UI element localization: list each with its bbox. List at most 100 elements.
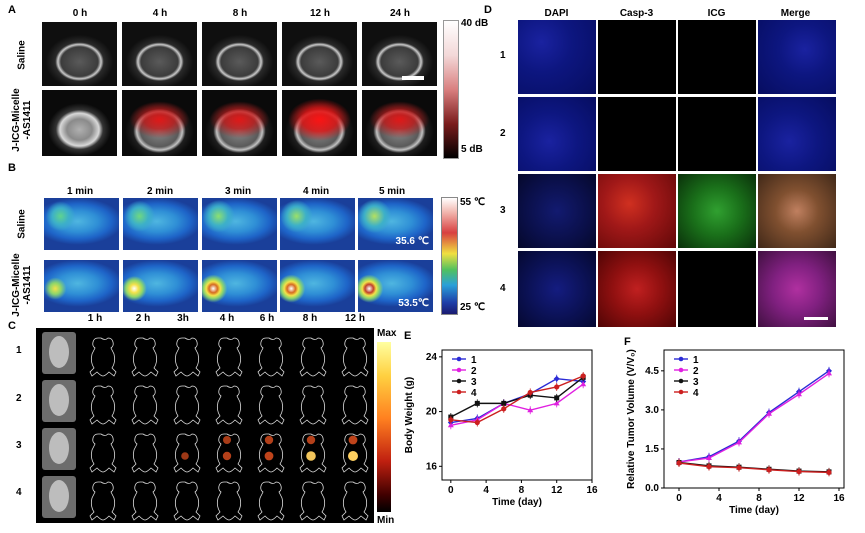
series-line-4 [450, 375, 584, 424]
us-saline-8h [202, 22, 277, 86]
y-tick-label: 20 [426, 407, 438, 418]
c-fluor-spot [264, 435, 274, 445]
data-point-4 [766, 467, 772, 473]
c-row-3: 3 [16, 440, 22, 451]
c-outline-r1-c4 [215, 337, 243, 377]
c-outline-r4-c1 [89, 481, 117, 521]
ir-saline-5min: 35.6 ℃ [358, 198, 433, 250]
plot-frame [441, 349, 593, 481]
us-micelle-12h [282, 90, 357, 156]
c-outline-r2-c3 [173, 385, 201, 425]
c-outline-path [215, 385, 243, 425]
x-tick-label: 0 [448, 485, 454, 496]
d-r1-merge [758, 20, 836, 94]
y-axis-label: Body Weight (g) [404, 377, 415, 453]
legend-label-3: 3 [471, 377, 477, 388]
legend-marker-4 [678, 389, 684, 395]
c-outline-r3-c3 [173, 433, 201, 473]
d-col-casp3: Casp-3 [619, 8, 654, 19]
y-axis-label: Relative Tumor Volume (V/V₀) [626, 349, 637, 489]
c-outline-r3-c5 [257, 433, 285, 473]
us-saline-0h [42, 22, 117, 86]
c-outline-path [89, 337, 117, 377]
d-r3-merge [758, 174, 836, 248]
c-outline-r1-c3 [173, 337, 201, 377]
c-outline-r3-c2 [131, 433, 159, 473]
d-col-merge: Merge [780, 8, 811, 19]
data-point-4 [736, 465, 742, 471]
x-tick-label: 16 [586, 485, 598, 496]
c-outline-path [131, 433, 159, 473]
us-micelle-24h [362, 90, 437, 156]
data-point-4 [501, 406, 507, 412]
legend-label-3: 3 [693, 377, 699, 388]
d-r2-casp3 [598, 97, 676, 171]
c-fluor-spot [306, 451, 316, 461]
c-outline-path [299, 433, 327, 473]
legend-marker-4 [456, 389, 462, 395]
d-r1-casp3 [598, 20, 676, 94]
c-photo-mouse-r3 [49, 432, 69, 464]
c-outline-path [89, 433, 117, 473]
c-outline-r3-c1 [89, 433, 117, 473]
c-outline-r2-c2 [131, 385, 159, 425]
c-outline-r4-c7 [341, 481, 369, 521]
a-colorbar [443, 20, 459, 159]
ir-micelle-5min: 53.5℃ [358, 260, 433, 312]
c-outline-path [257, 385, 285, 425]
us-micelle-4h [122, 90, 197, 156]
a-time-0: 0 h [72, 8, 88, 19]
c-outline-path [89, 385, 117, 425]
legend-marker-3 [678, 378, 684, 384]
d-r2-icg [678, 97, 756, 171]
panel-c-label: C [8, 320, 16, 332]
c-time-3: 4 h [219, 313, 235, 324]
scale-bar [402, 76, 424, 80]
c-outline-path [299, 481, 327, 521]
b-row-saline: Saline [16, 209, 28, 239]
b-time-2: 3 min [224, 186, 252, 197]
c-time-2: 3h [177, 313, 189, 324]
ir-micelle-temp: 53.5℃ [398, 298, 429, 309]
c-outline-path [215, 337, 243, 377]
x-tick-label: 12 [793, 493, 805, 504]
a-colorbar-max: 40 dB [461, 18, 489, 29]
panel-d-label: D [484, 4, 492, 16]
a-row-micelle: J-ICG-Micelle -AS1411 [11, 88, 33, 152]
y-tick-label: 16 [426, 461, 438, 472]
ir-saline-3min [202, 198, 277, 250]
y-tick-label: 4.5 [645, 366, 659, 377]
data-point-3 [554, 395, 560, 401]
data-point-2 [553, 400, 560, 406]
ir-saline-2min [123, 198, 198, 250]
legend-label-1: 1 [693, 355, 699, 366]
data-point-3 [474, 400, 480, 406]
c-outline-r2-c5 [257, 385, 285, 425]
c-row-1: 1 [16, 345, 22, 356]
d-col-icg: ICG [707, 8, 726, 19]
data-point-2 [527, 407, 534, 413]
d-r4-merge [758, 251, 836, 327]
c-outline-path [341, 481, 369, 521]
a-time-1: 4 h [152, 8, 168, 19]
a-colorbar-min: 5 dB [461, 144, 483, 155]
x-axis-label: Time (day) [729, 505, 779, 516]
c-outline-r1-c6 [299, 337, 327, 377]
c-fluor-spot [264, 451, 274, 461]
c-outline-r1-c2 [131, 337, 159, 377]
series-line-3 [450, 376, 584, 418]
d-r3-icg [678, 174, 756, 248]
d-r4-icg [678, 251, 756, 327]
c-outline-r4-c3 [173, 481, 201, 521]
data-point-2 [826, 370, 832, 376]
c-outline-path [131, 337, 159, 377]
c-outline-r4-c5 [257, 481, 285, 521]
legend-marker-2 [678, 367, 684, 373]
a-time-3: 12 h [309, 8, 330, 19]
series-line-3 [678, 461, 830, 473]
b-time-3: 4 min [302, 186, 330, 197]
b-colorbar [441, 197, 458, 315]
legend-label-4: 4 [693, 388, 699, 399]
ir-micelle-3min [202, 260, 277, 312]
